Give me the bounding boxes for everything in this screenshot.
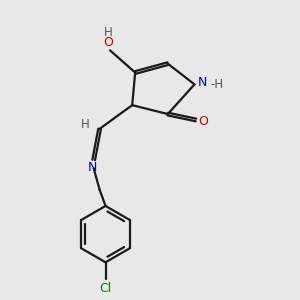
Text: O: O — [103, 36, 113, 50]
Text: H: H — [104, 26, 113, 39]
Text: H: H — [80, 118, 89, 131]
Text: O: O — [198, 115, 208, 128]
Text: N: N — [198, 76, 207, 89]
Text: Cl: Cl — [99, 282, 112, 295]
Text: N: N — [88, 161, 97, 174]
Text: -H: -H — [211, 78, 224, 91]
